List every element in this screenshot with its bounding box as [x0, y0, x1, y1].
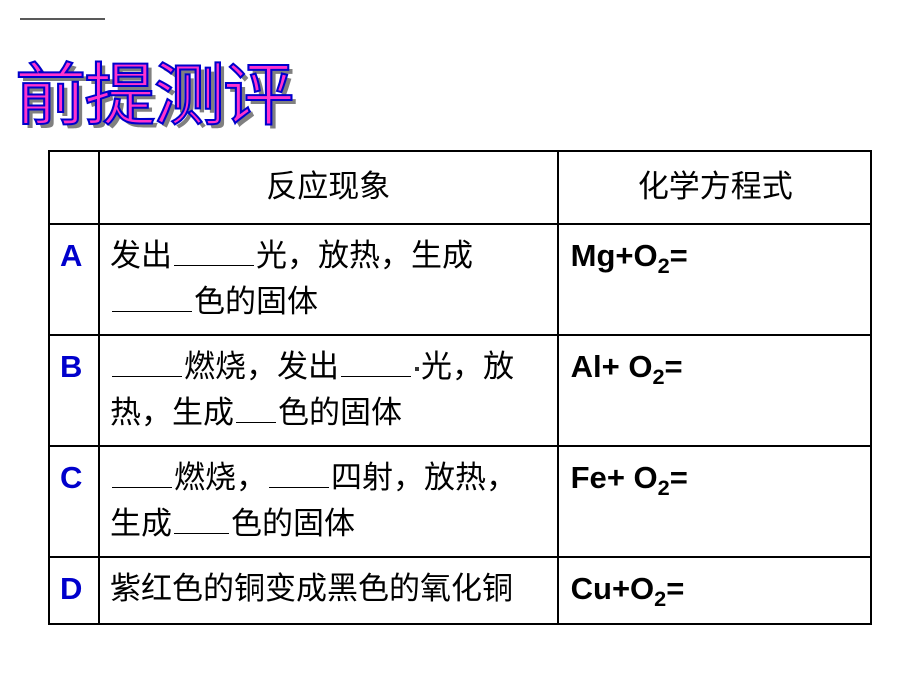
row-label: A: [49, 224, 99, 335]
fill-blank: [112, 487, 172, 488]
fill-blank: [341, 376, 411, 377]
row-label: D: [49, 557, 99, 625]
divider-line: [20, 18, 105, 20]
fill-blank: [112, 311, 192, 312]
chemistry-table: 反应现象 化学方程式 A发出光，放热，生成色的固体Mg+O2=B燃烧，发出光，放…: [48, 150, 872, 625]
row-phenomenon: 燃烧，发出光，放热，生成色的固体: [99, 335, 558, 446]
equation-element: Fe: [571, 460, 607, 495]
phenomenon-text: 燃烧，发出: [184, 349, 339, 384]
equation-oxygen: + O: [602, 349, 653, 384]
header-equation: 化学方程式: [558, 151, 871, 224]
row-equation: Al+ O2=: [558, 335, 871, 446]
row-phenomenon: 紫红色的铜变成黑色的氧化铜: [99, 557, 558, 625]
equation-equals: =: [670, 460, 688, 495]
row-phenomenon: 发出 光，放热，生成色的固体: [99, 224, 558, 335]
row-equation: Cu+O2=: [558, 557, 871, 625]
row-equation: Fe+ O2=: [558, 446, 871, 557]
equation-subscript: 2: [658, 253, 670, 278]
equation-equals: =: [665, 349, 683, 384]
phenomenon-text: 发出: [110, 238, 172, 273]
equation-oxygen: +O: [615, 238, 657, 273]
table-row: B燃烧，发出光，放热，生成色的固体Al+ O2=: [49, 335, 871, 446]
equation-element: Cu: [571, 571, 612, 606]
title-outline-layer: 前提测评: [15, 40, 292, 139]
row-label: B: [49, 335, 99, 446]
equation-subscript: 2: [658, 475, 670, 500]
table-container: 反应现象 化学方程式 A发出光，放热，生成色的固体Mg+O2=B燃烧，发出光，放…: [48, 150, 872, 625]
equation-equals: =: [666, 571, 684, 606]
table-row: C燃烧，四射，放热，生成色的固体Fe+ O2=: [49, 446, 871, 557]
header-label: [49, 151, 99, 224]
fill-blank: [174, 533, 229, 534]
dot-marker: [415, 367, 419, 371]
equation-subscript: 2: [654, 586, 666, 611]
phenomenon-text: 色的固体: [194, 284, 318, 319]
table-row: D紫红色的铜变成黑色的氧化铜 Cu+O2=: [49, 557, 871, 625]
equation-oxygen: +O: [612, 571, 654, 606]
fill-blank: [174, 265, 254, 266]
equation-subscript: 2: [652, 364, 664, 389]
phenomenon-text: 燃烧，: [174, 460, 267, 495]
equation-element: Al: [571, 349, 602, 384]
fill-blank: [112, 376, 182, 377]
phenomenon-text: 色的固体: [231, 506, 355, 541]
fill-blank: [236, 422, 276, 423]
phenomenon-text: 光，放热，生成: [256, 238, 473, 273]
phenomenon-text: 色的固体: [278, 395, 402, 430]
row-label: C: [49, 446, 99, 557]
row-phenomenon: 燃烧，四射，放热，生成色的固体: [99, 446, 558, 557]
table-header-row: 反应现象 化学方程式: [49, 151, 871, 224]
table-row: A 发出 光，放热，生成色的固体 Mg+O2=: [49, 224, 871, 335]
equation-oxygen: + O: [607, 460, 658, 495]
header-phenomenon: 反应现象: [99, 151, 558, 224]
fill-blank: [269, 487, 329, 488]
equation-element: Mg: [571, 238, 616, 273]
equation-equals: =: [670, 238, 688, 273]
row-equation: Mg+O2=: [558, 224, 871, 335]
